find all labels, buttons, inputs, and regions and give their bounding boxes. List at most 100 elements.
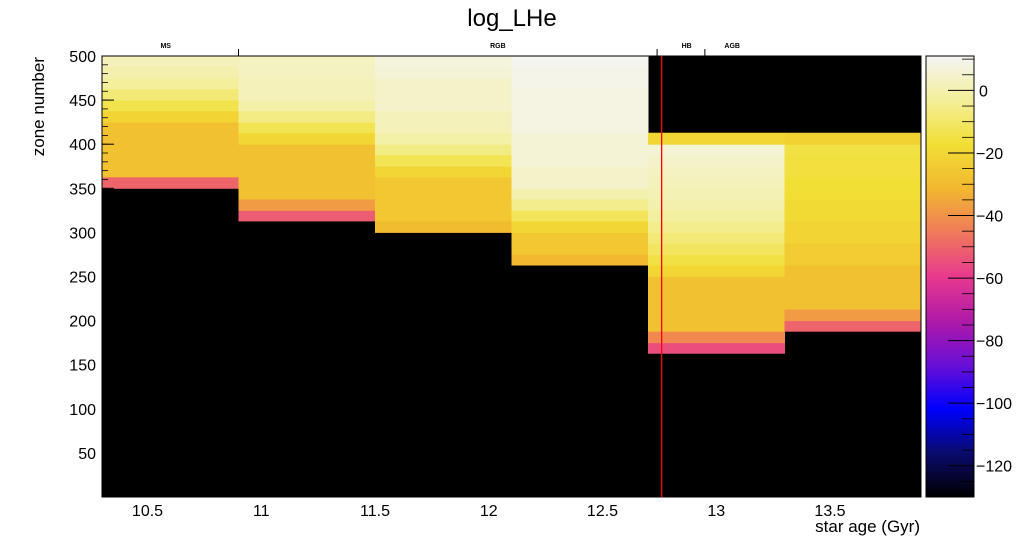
y-tick-label-5: 300 xyxy=(69,225,96,242)
heatmap-cell-4-7 xyxy=(648,220,785,233)
heatmap-cell-5-8 xyxy=(784,144,922,156)
x-axis: 10.5 11 11.5 12 12.5 13 13.5 xyxy=(101,485,922,520)
x-tick-label-2: 11.5 xyxy=(360,503,390,520)
colorbar-tick-label-1: −20 xyxy=(976,146,1003,163)
heatmap-cell-1-4 xyxy=(238,122,376,134)
heatmap-cell-3-5 xyxy=(511,188,649,200)
colorbar-tick-label-2: −40 xyxy=(976,209,1003,226)
heatmap-cell-1-1 xyxy=(238,198,376,211)
heatmap-cell-4-15 xyxy=(648,132,785,145)
heatmap-cell-5-4 xyxy=(784,220,922,244)
heatmap-cell-5-1 xyxy=(784,309,922,322)
heatmap-cell-4-3 xyxy=(648,265,785,277)
heatmap-cell-4-12 xyxy=(648,166,785,178)
heatmap-cell-0-3 xyxy=(102,100,239,112)
colorbar-scale xyxy=(925,55,975,498)
heatmap-cell-3-1 xyxy=(511,232,649,255)
x-axis-label: star age (Gyr) xyxy=(815,517,920,536)
heatmap-cell-4-6 xyxy=(648,232,785,244)
heatmap-cell-3-10 xyxy=(511,56,649,68)
heatmap-cell-0-7 xyxy=(102,56,239,68)
x-tick-label-1: 11 xyxy=(253,503,270,520)
heatmap-cell-3-9 xyxy=(511,66,649,90)
heatmap-cell-2-4 xyxy=(375,144,512,156)
heatmap-cell-4-2 xyxy=(648,276,785,332)
x-tick-label-5: 13 xyxy=(707,503,725,520)
heatmap-cell-0-6 xyxy=(102,66,239,79)
y-tick-label-9: 500 xyxy=(69,49,96,66)
y-tick-label-0: 50 xyxy=(78,446,96,463)
heatmap-cell-2-0 xyxy=(375,220,512,233)
colorbar-tick-label-3: −60 xyxy=(976,271,1003,288)
heatmap-cell-3-2 xyxy=(511,220,649,233)
x-tick-label-6: 13.5 xyxy=(814,503,845,520)
phase-label-rgb: RGB xyxy=(490,43,506,50)
heatmap-cell-1-5 xyxy=(238,110,376,123)
heatmap-cell-0-0 xyxy=(102,176,239,189)
heatmap-cell-3-7 xyxy=(511,132,649,167)
heatmap-cell-5-3 xyxy=(784,242,922,266)
y-axis: 50 100 150 200 250 300 350 400 450 500 xyxy=(69,49,114,489)
x-tick-label-0: 10.5 xyxy=(132,503,163,520)
heatmap-cell-4-10 xyxy=(648,188,785,200)
y-tick-label-6: 350 xyxy=(69,181,96,198)
heatmap-cell-5-9 xyxy=(784,132,922,145)
heatmap-cell-4-13 xyxy=(648,154,785,167)
heatmap-cell-4-0 xyxy=(648,342,785,354)
phase-label-hb: HB xyxy=(682,43,692,50)
heatmap-cell-5-7 xyxy=(784,154,922,178)
colorbar-tick-label-5: −100 xyxy=(976,396,1012,413)
x-tick-label-4: 12.5 xyxy=(587,503,618,520)
heatmap-cell-2-1 xyxy=(375,176,512,222)
y-tick-label-1: 100 xyxy=(69,402,96,419)
heatmap-cell-2-8 xyxy=(375,66,512,79)
heatmap-cell-1-0 xyxy=(238,210,376,222)
colorbar-tick-label-4: −80 xyxy=(976,334,1003,351)
heatmap-cell-4-11 xyxy=(648,176,785,189)
colorbar-tick-label-6: −120 xyxy=(976,459,1012,476)
y-tick-label-4: 250 xyxy=(69,270,96,287)
y-tick-label-7: 400 xyxy=(69,137,96,154)
heatmap-cells xyxy=(101,55,922,498)
heatmap-cell-0-5 xyxy=(102,78,239,90)
heatmap-cell-2-3 xyxy=(375,154,512,167)
heatmap-cell-3-0 xyxy=(511,254,649,266)
heatmap-cell-2-7 xyxy=(375,78,512,112)
y-tick-label-3: 200 xyxy=(69,314,96,331)
colorbar-tick-label-0: 0 xyxy=(979,83,988,100)
heatmap-cell-0-4 xyxy=(102,88,239,101)
heatmap-cell-2-5 xyxy=(375,132,512,145)
heatmap-cell-2-6 xyxy=(375,110,512,134)
phase-annotations: MS RGB HB AGB xyxy=(160,43,740,56)
heatmap-cell-3-8 xyxy=(511,88,649,134)
heatmap-cell-0-1 xyxy=(102,122,239,178)
heatmap-cell-1-3 xyxy=(238,132,376,145)
heatmap-cell-3-6 xyxy=(511,166,649,189)
heatmap-cell-0-2 xyxy=(102,110,239,123)
heatmap-cell-1-8 xyxy=(238,56,376,79)
heatmap-cell-3-4 xyxy=(511,198,649,211)
chart-title: log_LHe xyxy=(467,5,556,32)
colorbar: 0 −20 −40 −60 −80 −100 −120 xyxy=(925,55,1012,498)
heatmap-cell-4-5 xyxy=(648,242,785,255)
heatmap-cell-5-5 xyxy=(784,198,922,222)
y-axis-label: zone number xyxy=(29,57,48,157)
heatmap-cell-1-6 xyxy=(238,100,376,112)
phase-label-ms: MS xyxy=(160,43,171,50)
heatmap-cell-4-14 xyxy=(648,144,785,156)
heatmap-cell-4-4 xyxy=(648,254,785,266)
heatmap-cell-4-9 xyxy=(648,198,785,211)
heatmap-cell-5-0 xyxy=(784,320,922,332)
heatmap-cell-2-9 xyxy=(375,56,512,68)
heatmap-cell-1-7 xyxy=(238,78,376,101)
heatmap-cell-5-6 xyxy=(784,176,922,200)
y-tick-label-2: 150 xyxy=(69,358,96,375)
heatmap-cell-2-2 xyxy=(375,166,512,178)
heatmap-cell-4-8 xyxy=(648,210,785,222)
x-tick-label-3: 12 xyxy=(480,503,498,520)
phase-label-agb: AGB xyxy=(724,43,740,50)
heatmap-cell-5-2 xyxy=(784,265,922,310)
heatmap-cell-1-2 xyxy=(238,144,376,200)
y-tick-label-8: 450 xyxy=(69,93,96,110)
